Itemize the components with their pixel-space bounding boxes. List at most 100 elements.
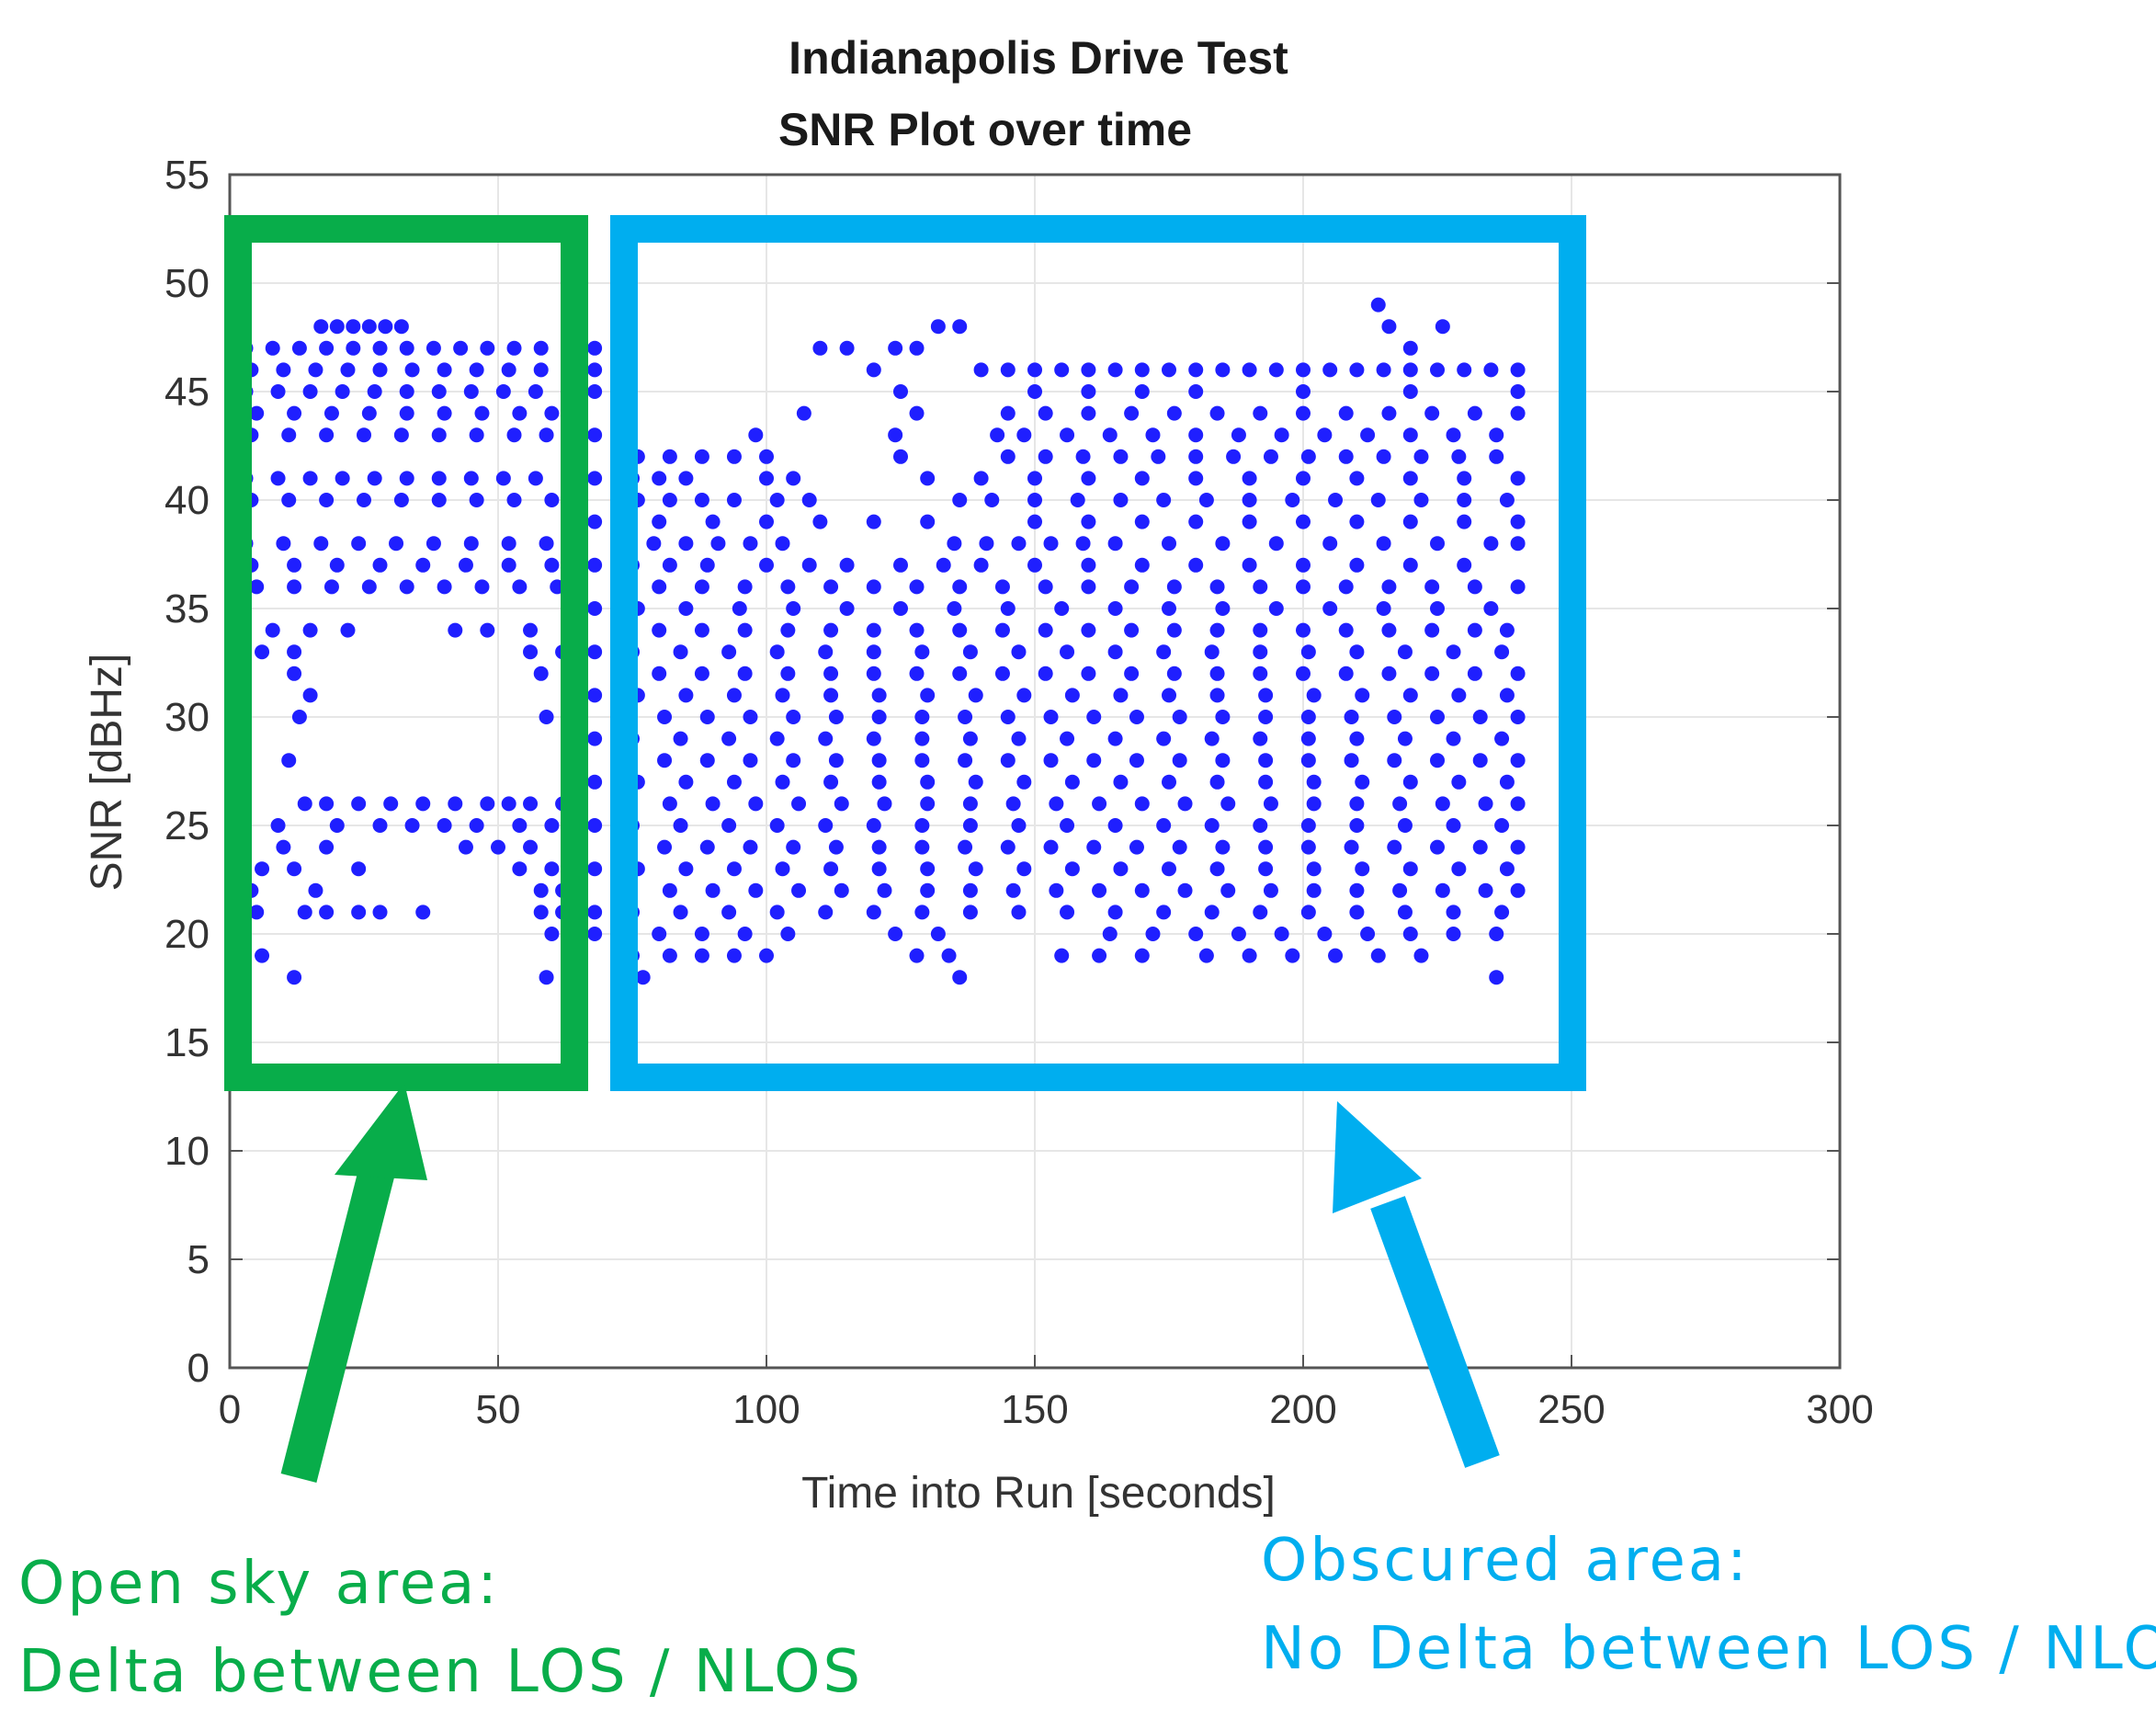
data-point: [1166, 579, 1182, 595]
data-point: [313, 536, 329, 552]
data-point: [469, 818, 484, 833]
data-point: [871, 710, 887, 724]
data-point: [1011, 818, 1027, 833]
data-point: [1510, 384, 1526, 399]
data-point: [1043, 710, 1059, 724]
data-point: [1162, 861, 1176, 877]
data-point: [920, 774, 936, 790]
data-point: [1038, 405, 1053, 421]
data-point: [1494, 644, 1510, 660]
data-point: [1070, 493, 1085, 507]
data-point: [834, 882, 849, 898]
data-point: [812, 340, 828, 356]
data-point: [1000, 405, 1016, 421]
data-point: [1000, 601, 1016, 616]
data-point: [699, 839, 715, 855]
data-point: [1162, 362, 1176, 378]
data-point: [1322, 601, 1338, 616]
data-point: [1370, 948, 1386, 963]
data-point: [1198, 948, 1214, 963]
data-point: [962, 796, 978, 812]
data-point: [1499, 861, 1515, 877]
data-point: [759, 948, 774, 963]
data-point: [920, 882, 936, 898]
data-point: [1209, 666, 1225, 681]
data-point: [287, 405, 302, 421]
data-point: [818, 818, 834, 833]
data-point: [1402, 362, 1418, 378]
data-point: [791, 882, 807, 898]
y-tick-label: 55: [165, 153, 210, 198]
data-point: [1166, 622, 1182, 638]
data-point: [1145, 427, 1161, 443]
data-point: [1134, 948, 1150, 963]
data-point: [1381, 579, 1397, 595]
data-point: [1392, 796, 1408, 812]
data-point: [1209, 622, 1225, 638]
data-point: [533, 362, 549, 378]
data-point: [769, 731, 785, 746]
data-point: [1349, 644, 1365, 660]
x-tick-label: 150: [1001, 1387, 1068, 1432]
data-point: [1424, 579, 1440, 595]
y-tick-label: 40: [165, 478, 210, 523]
data-point: [1258, 688, 1274, 703]
data-point: [1467, 405, 1482, 421]
data-point: [694, 449, 709, 464]
x-tick-label: 100: [732, 1387, 800, 1432]
data-point: [1402, 340, 1418, 356]
data-point: [994, 666, 1010, 681]
data-point: [415, 905, 431, 920]
data-point: [1306, 688, 1322, 703]
data-point: [512, 818, 528, 833]
data-point: [699, 557, 715, 573]
data-point: [1060, 731, 1075, 746]
data-point: [823, 688, 839, 703]
data-point: [431, 471, 447, 486]
data-point: [474, 405, 490, 421]
data-point: [329, 557, 345, 573]
data-point: [1258, 839, 1274, 855]
data-point: [1215, 536, 1231, 552]
data-point: [1038, 666, 1053, 681]
data-point: [480, 622, 495, 638]
data-point: [297, 796, 312, 812]
data-point: [448, 622, 463, 638]
data-point: [1188, 471, 1204, 486]
data-point: [1300, 839, 1316, 855]
data-point: [1209, 405, 1225, 421]
data-point: [652, 666, 667, 681]
data-point: [1317, 427, 1333, 443]
data-point: [705, 882, 721, 898]
data-point: [1296, 384, 1311, 399]
data-point: [1253, 731, 1268, 746]
data-point: [1107, 536, 1123, 552]
data-point: [1129, 753, 1144, 768]
data-point: [1242, 948, 1257, 963]
data-point: [812, 514, 828, 529]
data-point: [1253, 579, 1268, 595]
data-point: [1027, 362, 1042, 378]
data-point: [1489, 427, 1504, 443]
data-point: [1306, 882, 1322, 898]
data-point: [587, 362, 603, 378]
data-point: [796, 405, 811, 421]
data-point: [1220, 796, 1236, 812]
data-point: [415, 557, 431, 573]
data-point: [1457, 557, 1472, 573]
data-point: [1349, 514, 1365, 529]
data-point: [1300, 710, 1316, 724]
data-point: [1064, 774, 1080, 790]
data-point: [1296, 557, 1311, 573]
data-point: [1300, 818, 1316, 833]
data-point: [786, 839, 801, 855]
data-point: [828, 710, 844, 724]
data-point: [871, 839, 887, 855]
data-point: [1392, 882, 1408, 898]
data-point: [914, 818, 930, 833]
data-point: [1446, 927, 1461, 941]
data-point: [1489, 927, 1504, 941]
data-point: [458, 839, 473, 855]
data-point: [1360, 927, 1376, 941]
data-point: [823, 666, 839, 681]
